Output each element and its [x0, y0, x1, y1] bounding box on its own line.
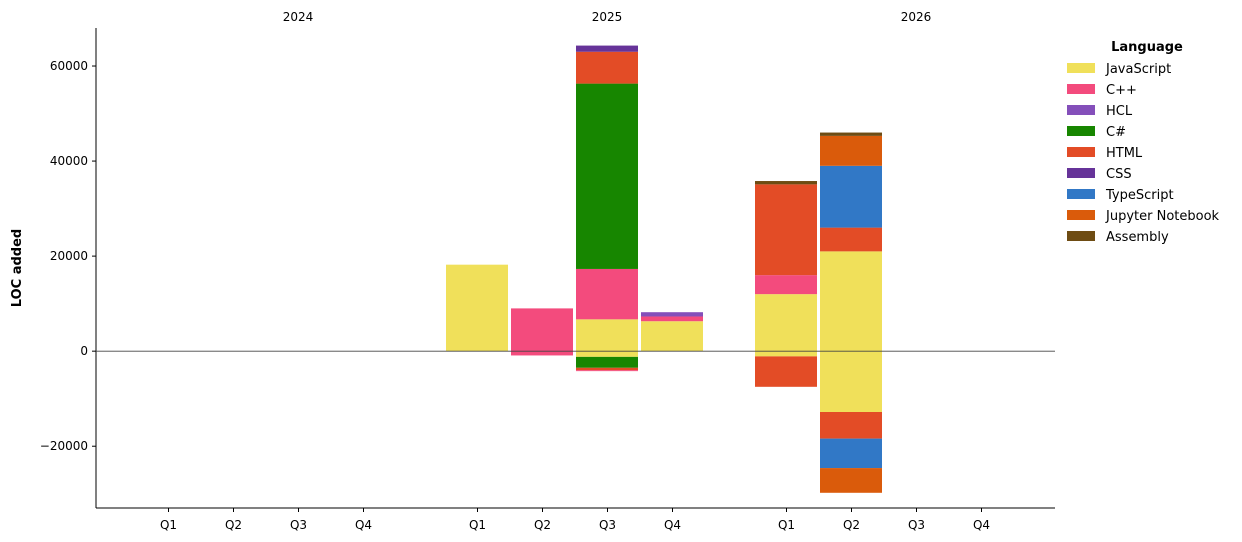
quarter-tick-label: Q4 [973, 518, 990, 532]
quarter-tick-label: Q4 [664, 518, 681, 532]
legend-swatch [1067, 189, 1095, 199]
quarter-tick-label: Q1 [160, 518, 177, 532]
bar-segment-c- [576, 370, 638, 372]
quarter-tick-label: Q3 [908, 518, 925, 532]
legend-entry-label: CSS [1106, 167, 1132, 182]
bar-segment-javascript [820, 351, 882, 412]
legend-swatch [1067, 63, 1095, 73]
y-tick-label: 60000 [50, 59, 88, 73]
y-axis-label: LOC added [10, 229, 25, 307]
bar-segment-html [576, 51, 638, 84]
legend-swatch [1067, 168, 1095, 178]
quarter-tick-label: Q3 [290, 518, 307, 532]
bar-segment-html [755, 356, 817, 387]
bar-segment-javascript [755, 294, 817, 352]
quarter-tick-label: Q1 [469, 518, 486, 532]
legend-swatch [1067, 126, 1095, 136]
legend-entry-label: C++ [1106, 83, 1137, 98]
legend-entry-label: Assembly [1106, 230, 1169, 245]
bar-segment-assembly [755, 181, 817, 185]
bar-segment-html [576, 367, 638, 371]
bar-segment-javascript [641, 321, 703, 352]
legend-title: Language [1111, 40, 1183, 55]
plot-area: −20000 0 20000 40000 60000 2024 2025 2026 Q1 Q2 Q3… [40, 10, 1055, 532]
bar-segment-typescript [820, 438, 882, 469]
legend-entry-label: JavaScript [1105, 62, 1171, 77]
bar-segment-javascript [446, 264, 508, 352]
bar-segment-html [755, 184, 817, 276]
quarter-tick-label: Q2 [225, 518, 242, 532]
year-label: 2024 [283, 10, 314, 24]
bar-segment-c- [576, 83, 638, 269]
legend-entry-label: HCL [1106, 104, 1133, 119]
bar-segment-html [820, 227, 882, 252]
quarter-tick-label: Q1 [778, 518, 795, 532]
bar-segment-assembly [820, 132, 882, 136]
bar-segment-javascript [576, 319, 638, 352]
y-tick-label: 0 [80, 344, 88, 358]
quarter-tick-label: Q4 [355, 518, 372, 532]
bar-segment-typescript [820, 165, 882, 228]
quarter-tick-label: Q3 [599, 518, 616, 532]
legend-entry-label: C# [1106, 125, 1126, 140]
bar-segment-javascript [576, 351, 638, 357]
bar-segment-html [820, 412, 882, 439]
year-label: 2026 [901, 10, 932, 24]
bar-segment-c- [641, 316, 703, 322]
legend-entry-label: TypeScript [1105, 188, 1174, 203]
y-tick-label: 20000 [50, 249, 88, 263]
bar-segment-jupyter-notebook [820, 468, 882, 493]
year-label: 2025 [592, 10, 623, 24]
bar-segment-c- [755, 275, 817, 295]
bar-segment-javascript [755, 351, 817, 357]
legend-swatch [1067, 84, 1095, 94]
legend-swatch [1067, 147, 1095, 157]
quarter-tick-label: Q2 [534, 518, 551, 532]
quarter-tick-label: Q2 [843, 518, 860, 532]
y-tick-label: −20000 [40, 439, 88, 453]
bar-segment-css [576, 45, 638, 52]
bar-segment-c- [511, 351, 573, 356]
bar-segment-hcl [641, 312, 703, 317]
y-tick-label: 40000 [50, 154, 88, 168]
legend-entry-label: Jupyter Notebook [1105, 209, 1220, 224]
legend-swatch [1067, 210, 1095, 220]
bar-segment-c- [576, 268, 638, 320]
legend-swatch [1067, 231, 1095, 241]
bar-segment-javascript [820, 251, 882, 352]
bar-segment-jupyter-notebook [820, 135, 882, 166]
legend-swatch [1067, 105, 1095, 115]
legend-entry-label: HTML [1106, 146, 1143, 161]
bar-segment-c- [576, 356, 638, 368]
legend: Language JavaScript C++ HCL C# HTML CSS TypeScr… [1067, 40, 1220, 245]
bar-segment-c- [511, 308, 573, 352]
